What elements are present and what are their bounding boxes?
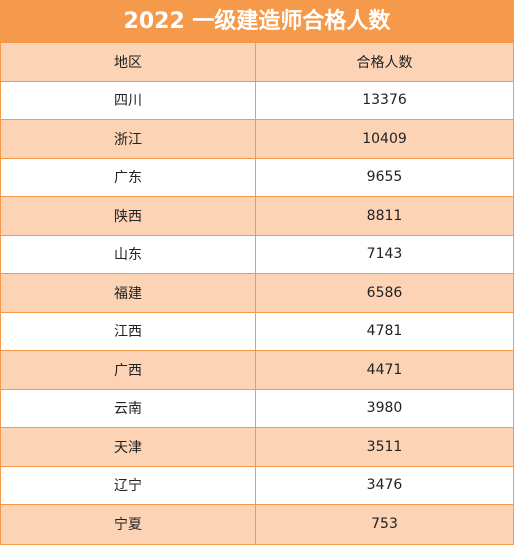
count-cell: 7143 — [366, 246, 403, 263]
count-cell: 6586 — [366, 284, 403, 301]
table-row: 陕西 8811 — [1, 197, 513, 236]
table-row: 山东 7143 — [1, 235, 513, 274]
table-row: 辽宁 3476 — [1, 466, 513, 505]
count-cell: 3476 — [366, 477, 403, 494]
count-cell: 9655 — [366, 169, 403, 186]
region-cell: 辽宁 — [1, 466, 256, 504]
region-cell: 宁夏 — [1, 505, 256, 544]
table-header-row: 地区 合格人数 — [1, 43, 513, 82]
table-row: 浙江 10409 — [1, 120, 513, 159]
count-cell: 4471 — [366, 361, 403, 378]
table-row: 广东 9655 — [1, 158, 513, 197]
count-cell: 10409 — [362, 130, 407, 147]
region-cell: 广西 — [1, 351, 256, 389]
count-cell: 753 — [371, 516, 398, 533]
region-cell: 山东 — [1, 235, 256, 273]
region-cell: 福建 — [1, 274, 256, 312]
region-cell: 陕西 — [1, 197, 256, 235]
table-row: 广西 4471 — [1, 351, 513, 390]
region-cell: 云南 — [1, 389, 256, 427]
table-row: 云南 3980 — [1, 389, 513, 428]
region-cell: 江西 — [1, 312, 256, 350]
count-cell: 3980 — [366, 400, 403, 417]
count-cell: 13376 — [362, 92, 407, 109]
count-cell: 8811 — [366, 207, 403, 224]
table-row: 福建 6586 — [1, 274, 513, 313]
region-cell: 四川 — [1, 81, 256, 119]
table-row: 天津 3511 — [1, 428, 513, 467]
header-region: 地区 — [1, 43, 256, 81]
count-cell: 3511 — [366, 438, 403, 455]
count-cell: 4781 — [366, 323, 403, 340]
region-cell: 浙江 — [1, 120, 256, 158]
table-row: 江西 4781 — [1, 312, 513, 351]
header-count: 合格人数 — [356, 54, 413, 71]
region-cell: 广东 — [1, 158, 256, 196]
table-title: 2022 一级建造师合格人数 — [1, 1, 513, 43]
region-cell: 天津 — [1, 428, 256, 466]
table-row: 宁夏 753 — [1, 505, 513, 544]
table-row: 四川 13376 — [1, 81, 513, 120]
